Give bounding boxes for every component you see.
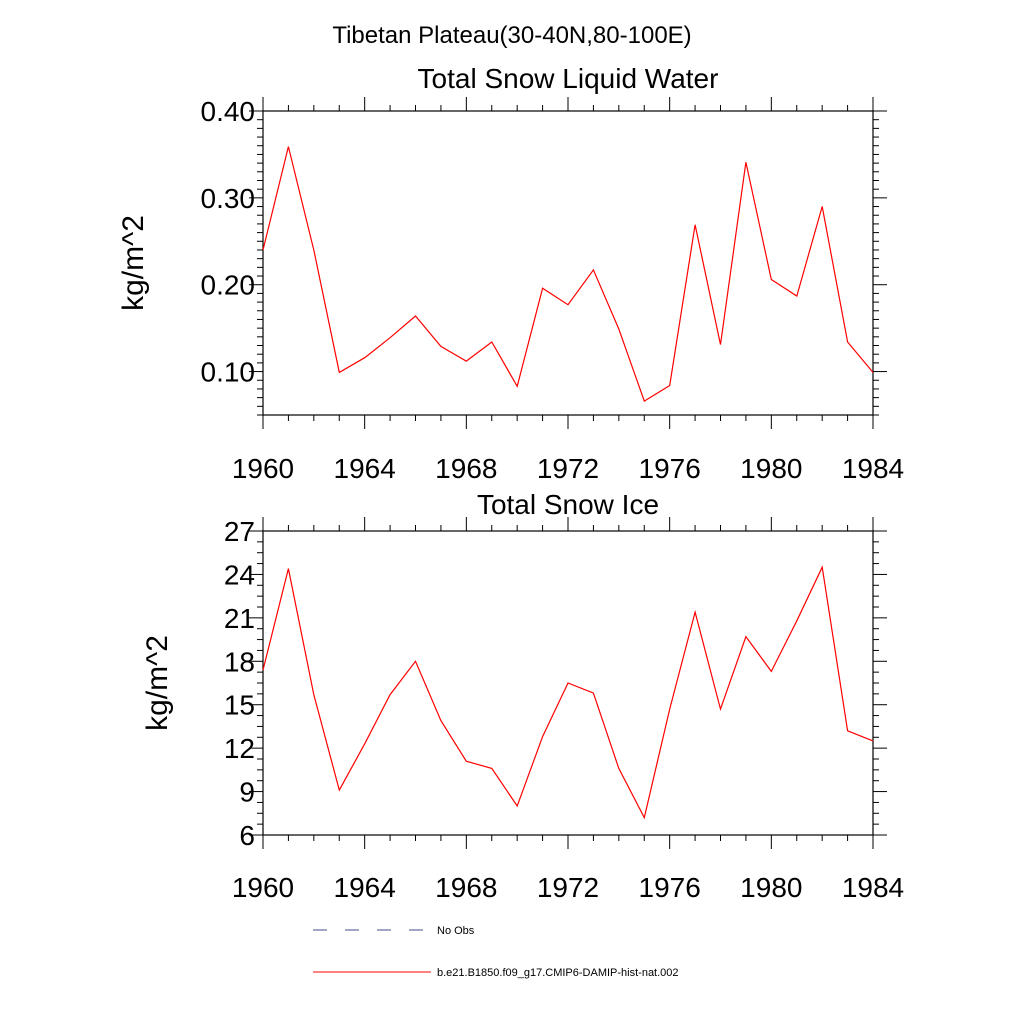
series-line bbox=[262, 565, 874, 820]
chart-title: Total Snow Liquid Water bbox=[418, 63, 719, 94]
y-tick-label: 0.40 bbox=[201, 96, 256, 127]
x-tick-label: 1964 bbox=[334, 453, 396, 484]
y-tick-label: 0.20 bbox=[201, 270, 256, 301]
y-tick-label: 12 bbox=[224, 733, 255, 764]
x-tick-label: 1976 bbox=[639, 453, 701, 484]
y-tick-label: 0.30 bbox=[201, 183, 256, 214]
y-tick-label: 9 bbox=[239, 777, 255, 808]
legend: No Obs b.e21.B1850.f09_g17.CMIP6-DAMIP-hi… bbox=[313, 925, 679, 979]
y-tick-label: 18 bbox=[224, 646, 255, 677]
x-tick-label: 1976 bbox=[639, 872, 701, 903]
y-tick-label: 24 bbox=[224, 559, 255, 590]
y-tick-label: 21 bbox=[224, 603, 255, 634]
x-tick-label: 1968 bbox=[435, 872, 497, 903]
panel-snow-liquid-water: Total Snow Liquid Water kg/m^2 1960 1964 196… bbox=[117, 63, 904, 484]
y-tick-label: 6 bbox=[239, 820, 255, 851]
y-axis-label: kg/m^2 bbox=[141, 635, 174, 731]
x-tick-label: 1980 bbox=[740, 453, 802, 484]
x-tick-label: 1960 bbox=[232, 872, 294, 903]
chart-title: Total Snow Ice bbox=[477, 489, 659, 520]
legend-label: b.e21.B1850.f09_g17.CMIP6-DAMIP-hist-nat… bbox=[437, 967, 679, 979]
y-tick-label: 27 bbox=[224, 516, 255, 547]
x-tick-label: 1968 bbox=[435, 453, 497, 484]
series-line bbox=[262, 146, 874, 402]
x-tick-label: 1960 bbox=[232, 453, 294, 484]
y-tick-label: 15 bbox=[224, 690, 255, 721]
plot-frame bbox=[262, 110, 874, 416]
y-axis-label: kg/m^2 bbox=[117, 215, 150, 311]
panel-snow-ice: Total Snow Ice kg/m^2 1960 1964 1968 1972 1976… bbox=[141, 489, 904, 903]
x-tick-label: 1964 bbox=[334, 872, 396, 903]
x-tick-label: 1984 bbox=[842, 453, 904, 484]
x-tick-label: 1972 bbox=[537, 872, 599, 903]
x-tick-label: 1972 bbox=[537, 453, 599, 484]
x-tick-label: 1980 bbox=[740, 872, 802, 903]
figure-title: Tibetan Plateau(30-40N,80-100E) bbox=[332, 22, 691, 49]
legend-label: No Obs bbox=[437, 925, 475, 937]
x-tick-label: 1984 bbox=[842, 872, 904, 903]
y-tick-label: 0.10 bbox=[201, 357, 256, 388]
